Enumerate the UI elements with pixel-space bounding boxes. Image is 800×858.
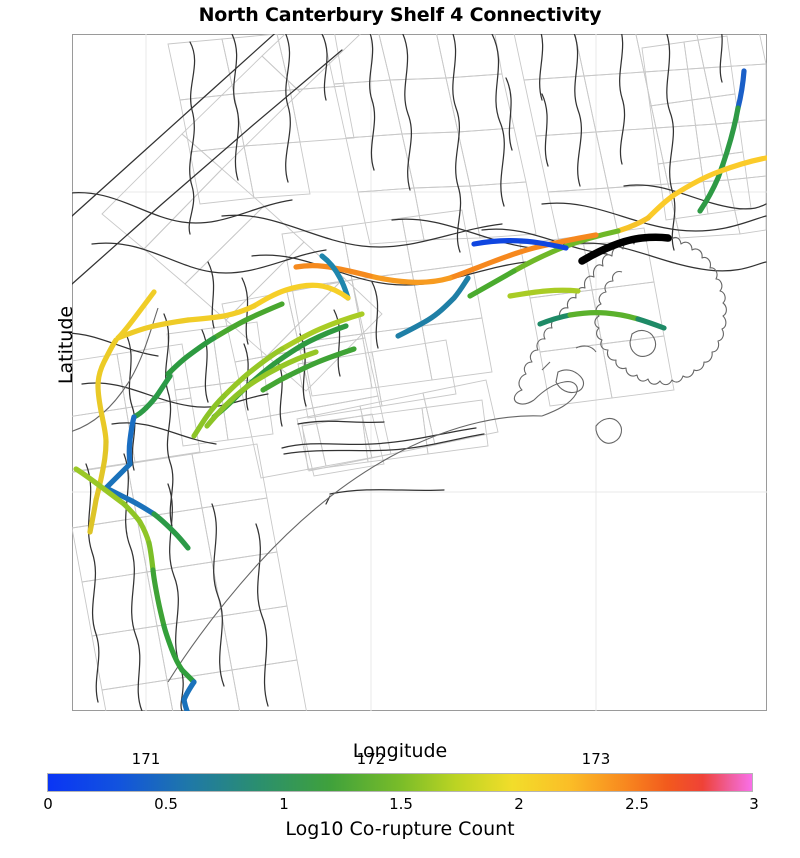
colorbar — [47, 773, 753, 792]
fault-pegasus-green-ne2 — [165, 335, 217, 377]
fault-ne-offshore-north — [735, 68, 747, 111]
fault-peninsula-green — [567, 310, 641, 322]
fault-pegasus-yellow — [251, 282, 351, 309]
fault-kaikoura-orange2 — [367, 273, 453, 285]
colorbar-gradient — [47, 773, 753, 792]
fault-pegasus-yellow2 — [185, 303, 257, 323]
gridlines — [72, 34, 767, 711]
fault-pegasus-lime — [279, 311, 365, 352]
colorbar-tick: 1.5 — [389, 795, 413, 813]
fault-ne-ridge-yellow — [645, 155, 767, 221]
fault-sw-blue-bottom2 — [181, 697, 190, 711]
fault-west-yellow-up — [115, 289, 157, 341]
colorbar-tick: 1 — [279, 795, 289, 813]
fault-green-short-e — [283, 346, 357, 380]
xtick-label: 171 — [131, 750, 161, 768]
fault-west-teal-blue2 — [103, 461, 133, 491]
fault-west-teal-blue — [126, 414, 137, 467]
fault-ne-ridge-yellow2 — [615, 215, 651, 234]
fault-sw-lime2 — [121, 501, 152, 546]
fault-west-green-low — [151, 511, 191, 551]
fault-hills-lime-south — [245, 349, 319, 389]
fault-short-teal — [319, 253, 351, 301]
colorbar-tick: 0.5 — [154, 795, 178, 813]
fault-peninsula-teal — [537, 312, 573, 327]
fault-green-short-e2 — [260, 374, 289, 393]
fault-ne-ridge-green2 — [467, 268, 517, 299]
colorbar-label: Log10 Co-rupture Count — [285, 818, 515, 840]
fault-hills-lime-south2 — [204, 383, 251, 429]
fault-west-yellow-long2 — [95, 383, 109, 445]
fault-west-of-peninsula-lime — [507, 287, 581, 299]
fault-ne-offshore-south — [697, 105, 741, 214]
fault-west-green-upper — [143, 373, 173, 411]
fault-west-yellow-long — [95, 337, 119, 389]
fault-sw-green-long — [150, 567, 167, 629]
fault-west-yellow-long4 — [87, 497, 99, 535]
fault-west-yellow-long3 — [93, 439, 109, 503]
xtick-label: 173 — [581, 750, 611, 768]
plot-frame — [72, 34, 767, 711]
x-axis-label: Longitude — [352, 740, 448, 762]
colorbar-tick: 0 — [43, 795, 53, 813]
chart-title: North Canterbury Shelf 4 Connectivity — [198, 4, 602, 26]
map-svg — [72, 34, 767, 711]
fault-kaikoura-orange — [447, 232, 599, 281]
colorbar-tick: 3 — [749, 795, 759, 813]
colored-fault-traces — [73, 68, 767, 711]
map-plot-area: -43 -44 171 172 173 Latitude — [55, 34, 767, 768]
coastline — [72, 234, 727, 683]
fault-mid-shelf-teal — [395, 275, 471, 339]
fault-pegasus-lime3 — [191, 393, 227, 439]
fault-sw-lime — [73, 466, 127, 507]
subsection-outlines — [72, 34, 767, 711]
fault-peninsula-teal2 — [635, 316, 667, 331]
y-axis-label: Latitude — [55, 305, 77, 385]
fault-pegasus-lime2 — [221, 346, 285, 399]
colorbar-tick: 2.5 — [625, 795, 649, 813]
colorbar-tick: 2 — [514, 795, 524, 813]
xtick-label: 172 — [356, 750, 386, 768]
fault-sw-green-long2 — [161, 623, 185, 673]
fault-pegasus-yellow3 — [115, 317, 191, 341]
background-fault-traces — [72, 34, 767, 711]
fault-sw-lime3 — [146, 540, 156, 573]
fault-west-teal-blue3 — [103, 485, 157, 517]
fault-hills-green-mid — [275, 323, 349, 364]
source-fault-shelf4 — [578, 233, 672, 265]
fault-sw-blue-bottom — [181, 679, 197, 703]
fault-pegasus-green-ne — [211, 301, 285, 341]
fault-mid-blue-north — [471, 238, 569, 251]
